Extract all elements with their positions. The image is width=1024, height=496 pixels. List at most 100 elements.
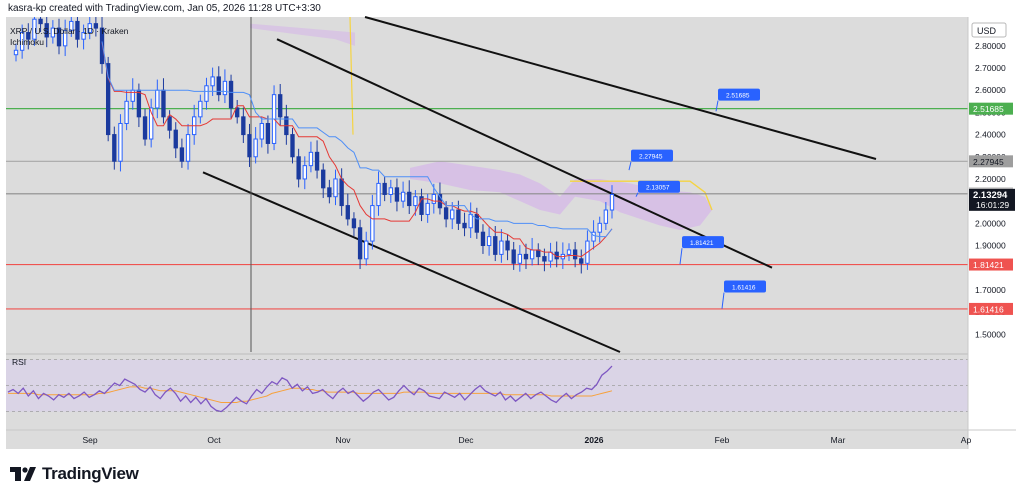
countdown-label: 16:01:29 [976, 200, 1009, 210]
candle-body [69, 20, 74, 31]
kijun-sen-line [101, 41, 613, 238]
price-tick-label: 1.90000 [975, 241, 1006, 251]
tenkan-sen-line [101, 42, 613, 258]
annotation-label: 2.27945 [639, 154, 663, 161]
candle-body [382, 182, 387, 195]
candle-body [345, 205, 350, 220]
candle-body [394, 187, 400, 202]
candle-body [591, 231, 596, 242]
candle-body [44, 23, 49, 38]
candle-body [259, 122, 264, 140]
cloud-top [250, 23, 355, 46]
candle-body [204, 85, 209, 102]
candle-body [302, 165, 307, 180]
candle-body [308, 151, 314, 167]
candle-body [400, 191, 406, 202]
candle-body [124, 100, 129, 124]
candle-body [155, 89, 160, 109]
rsi-pane: 60.0040.00 [6, 353, 997, 413]
annotation-pointer [635, 192, 639, 197]
price-tags-layer: 2.516852.279452.135231.814211.614162.132… [969, 102, 1015, 315]
candle-body [50, 27, 56, 38]
time-tick-label: Feb [715, 435, 730, 445]
candle-body [357, 227, 363, 260]
channel-lines-layer [202, 16, 877, 353]
price-tag-label: 2.27945 [973, 157, 1004, 167]
candle-body [499, 240, 504, 255]
price-tick-label: 2.60000 [975, 85, 1006, 95]
time-tick-label: Oct [207, 435, 221, 445]
candle-body [493, 236, 498, 255]
annotation-box-4 [724, 280, 766, 293]
current-price-label: 2.13294 [973, 190, 1008, 201]
cloud-span-b-edge [570, 180, 713, 211]
candle-body [161, 89, 166, 118]
price-tag-4 [969, 302, 1013, 315]
chart-attribution: kasra-kp created with TradingView.com, J… [8, 3, 321, 14]
candle-body [321, 169, 326, 189]
candle-body [542, 256, 547, 262]
candle-body [333, 178, 338, 198]
time-tick-label: 2026 [585, 435, 604, 445]
candle-body [370, 205, 375, 242]
candle-body [474, 213, 479, 233]
price-tick-label: 2.70000 [975, 63, 1006, 73]
candle-body [536, 249, 541, 258]
candle-body [222, 80, 228, 96]
candle-body [198, 100, 203, 118]
rsi-line [7, 365, 613, 413]
candle-body [314, 151, 320, 171]
candle-body [112, 134, 117, 162]
candle-body [388, 187, 393, 195]
candle-body [376, 182, 381, 207]
candle-body [26, 32, 31, 40]
candle-body [413, 196, 418, 207]
symbol-title[interactable]: XRP / U.S. Dollar · 1D · Kraken [10, 26, 129, 36]
candle-body [579, 258, 584, 264]
candle-body [13, 49, 19, 56]
candle-body [93, 23, 99, 29]
price-tag-1 [969, 155, 1013, 168]
candle-body [167, 116, 172, 131]
candle-body [62, 29, 68, 47]
tradingview-logo-text: TradingView [42, 464, 139, 483]
candle-body [603, 209, 609, 224]
annotation-pointer [715, 100, 719, 112]
lower-trendline [202, 171, 621, 353]
candle-body [431, 193, 436, 204]
tradingview-logo-icon [10, 467, 36, 481]
candle-body [118, 122, 123, 162]
annotation-labels-layer: 2.51685 2.27945 2.13057 1.81421 1.61416 [628, 88, 766, 309]
candle-body [99, 27, 105, 65]
tradingview-logo[interactable]: TradingView [10, 464, 139, 484]
candle-body [597, 222, 602, 233]
current-price-tag [969, 188, 1015, 211]
price-tick-label: 1.70000 [975, 285, 1006, 295]
annotation-label: 1.81421 [690, 240, 714, 247]
price-tick-label: 2.20000 [975, 174, 1006, 184]
horizontal-levels-layer [6, 108, 968, 310]
cloud-span-a-edge [349, 16, 354, 135]
upper-trendline [364, 16, 877, 160]
price-tag-3 [969, 258, 1013, 271]
annotation-pointer [679, 248, 683, 265]
candle-body [290, 134, 295, 158]
price-tag-label: 1.81421 [973, 260, 1004, 270]
middle-trendline [276, 38, 773, 269]
candle-body [235, 107, 240, 118]
candle-body [572, 249, 578, 260]
candle-body [210, 76, 215, 87]
candle-body [443, 207, 449, 220]
currency-label: USD [977, 26, 997, 36]
annotation-pointer [721, 292, 725, 309]
price-tick-label: 1.50000 [975, 329, 1006, 339]
time-tick-label: Sep [82, 435, 97, 445]
rsi-title: RSI [12, 357, 27, 367]
indicator-name[interactable]: Ichimoku [10, 37, 45, 47]
annotation-box-3 [682, 236, 724, 249]
annotation-box-2 [638, 180, 680, 193]
candle-body [480, 231, 486, 247]
candle-body [529, 249, 535, 260]
candle-body [81, 32, 86, 40]
